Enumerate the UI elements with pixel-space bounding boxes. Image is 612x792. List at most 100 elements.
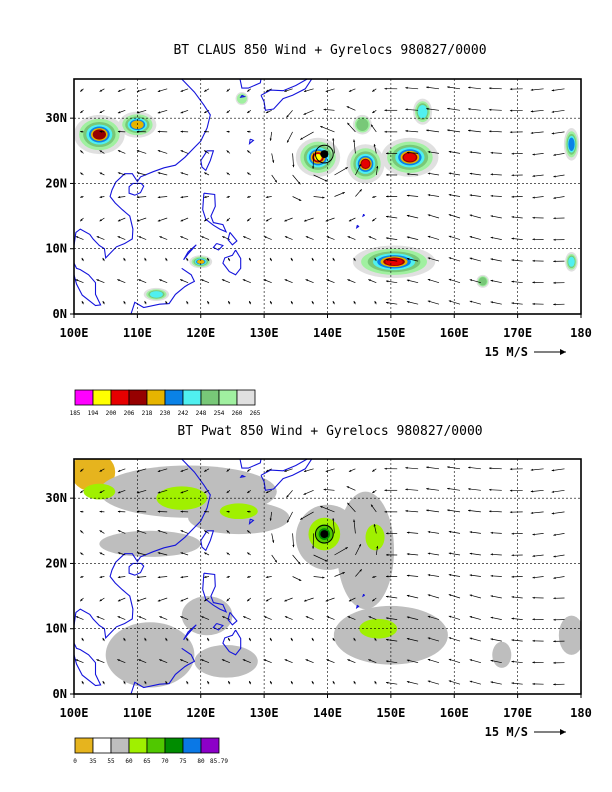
wind-arrowhead: [469, 214, 473, 217]
wind-arrowhead: [99, 575, 102, 579]
wind-arrowhead: [99, 490, 103, 493]
wind-arrowhead: [532, 596, 535, 599]
wind-arrowhead: [300, 137, 303, 140]
wind-arrowhead: [117, 530, 121, 533]
coastline: [239, 94, 247, 99]
claus-panel: BT CLAUS 850 Wind + Gyrelocs 980827/0000…: [45, 43, 592, 417]
wind-arrowhead: [284, 599, 287, 602]
wind-arrowhead: [553, 238, 556, 241]
wind-arrowhead: [509, 489, 513, 492]
moist-region: [181, 596, 233, 636]
wind-arrowhead: [303, 112, 306, 115]
x-tick-label: 140E: [313, 326, 342, 340]
coastline: [227, 612, 238, 626]
colorbar-label: 230: [160, 410, 171, 417]
moist-region: [156, 486, 208, 510]
wind-arrowhead: [532, 554, 535, 558]
wind-arrowhead: [242, 279, 246, 282]
wind-arrowhead: [347, 122, 350, 126]
wind-arrowhead: [81, 637, 84, 641]
wind-arrowhead: [406, 531, 410, 534]
wind-arrowhead: [99, 130, 102, 133]
wind-arrowhead: [374, 681, 377, 684]
colorbar-label: 260: [232, 410, 243, 417]
wind-arrowhead: [272, 540, 275, 543]
wind-arrowhead: [532, 174, 535, 178]
wind-arrowhead: [359, 189, 362, 192]
x-tick-label: 140E: [313, 706, 342, 720]
wind-arrowhead: [406, 236, 410, 239]
coastline: [202, 572, 228, 613]
wind-arrowhead: [386, 195, 389, 198]
wind-arrowhead: [274, 559, 277, 563]
wind-arrowhead: [136, 111, 140, 114]
coastline: [212, 622, 224, 631]
cloud-region: [197, 259, 205, 264]
wind-arrowhead: [427, 300, 431, 303]
coastline: [222, 629, 242, 656]
cloud-region: [478, 277, 487, 286]
wind-arrowhead: [226, 195, 229, 198]
wind-arrowhead: [269, 138, 272, 141]
colorbar-label: 80: [197, 758, 205, 765]
x-tick-label: 110E: [123, 706, 152, 720]
wind-arrowhead: [426, 86, 429, 89]
wind-arrowhead: [226, 490, 229, 493]
wind-arrowhead: [490, 638, 493, 641]
wind-arrowhead: [553, 281, 556, 284]
colorbar-swatch: [110, 389, 130, 406]
wind-arrowhead: [298, 578, 302, 581]
wind-arrowhead: [469, 172, 472, 175]
colorbar-swatch: [110, 737, 130, 754]
cloud-region: [356, 118, 369, 131]
wind-arrowhead: [532, 661, 535, 664]
wind-arrowhead: [447, 86, 450, 89]
wind-arrowhead: [511, 195, 514, 198]
wind-arrowhead: [180, 236, 183, 239]
coastline: [362, 213, 366, 218]
wind-arrowhead: [138, 616, 141, 619]
wind-arrowhead: [372, 490, 375, 493]
wind-arrowhead: [270, 257, 272, 261]
wind-arrowhead: [448, 235, 452, 238]
wind-arrowhead: [303, 492, 306, 495]
wind-arrowhead: [186, 681, 189, 684]
plot-area: [74, 79, 581, 314]
wind-arrowhead: [489, 130, 492, 133]
wind-arrowhead: [448, 573, 452, 576]
wind-arrowhead: [511, 174, 514, 177]
wind-arrowhead: [80, 552, 83, 555]
wind-arrowhead: [448, 552, 452, 555]
wind-arrowhead: [386, 532, 389, 535]
wind-arrowhead: [226, 218, 229, 222]
wind-vector: [334, 166, 348, 176]
wind-arrowhead: [144, 681, 147, 684]
wind-arrowhead: [96, 659, 99, 662]
y-tick-label: 10N: [45, 242, 67, 256]
wind-arrowhead: [490, 215, 493, 218]
wind-arrowhead: [204, 130, 207, 133]
wind-arrowhead: [384, 489, 387, 492]
wind-arrowhead: [427, 680, 431, 683]
wind-arrowhead: [274, 179, 277, 183]
wind-arrowhead: [123, 637, 126, 641]
wind-arrowhead: [427, 594, 431, 597]
wind-arrowhead: [530, 88, 534, 91]
wind-arrowhead: [509, 131, 513, 134]
gyre-center-marker: [320, 530, 329, 539]
wind-arrowhead: [75, 659, 78, 662]
colorbar-label: 242: [178, 410, 189, 417]
wind-arrowhead: [530, 131, 534, 134]
wind-arrowhead: [180, 530, 184, 533]
wind-arrowhead: [180, 130, 183, 133]
wind-arrowhead: [353, 681, 356, 684]
wind-arrowhead: [511, 302, 514, 305]
wind-arrowhead: [226, 510, 229, 513]
wind-arrowhead: [99, 219, 102, 222]
wind-arrowhead: [405, 86, 408, 89]
wind-arrowhead: [157, 599, 161, 602]
wind-arrowhead: [551, 469, 555, 472]
wind-arrowhead: [326, 659, 329, 662]
wind-arrowhead: [117, 196, 121, 199]
wind-arrowhead: [332, 637, 335, 641]
